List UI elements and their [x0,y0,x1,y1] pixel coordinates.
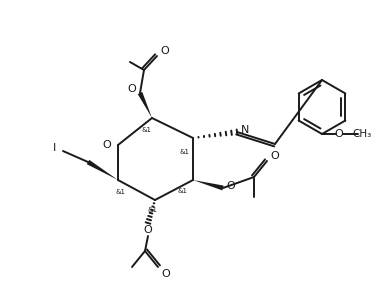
Text: O: O [271,151,279,161]
Text: CH₃: CH₃ [353,129,372,139]
Text: &1: &1 [142,127,152,133]
Text: O: O [227,181,236,191]
Text: &1: &1 [180,149,190,155]
Text: &1: &1 [115,189,125,195]
Text: &1: &1 [177,188,187,194]
Text: O: O [103,140,112,150]
Text: O: O [144,225,152,235]
Text: I: I [53,143,57,153]
Polygon shape [138,92,152,118]
Text: O: O [161,269,170,279]
Text: N: N [241,125,249,135]
Text: O: O [128,84,136,94]
Polygon shape [193,180,223,190]
Text: &1: &1 [147,207,157,213]
Polygon shape [87,160,118,180]
Text: O: O [161,46,169,56]
Text: O: O [335,129,343,139]
